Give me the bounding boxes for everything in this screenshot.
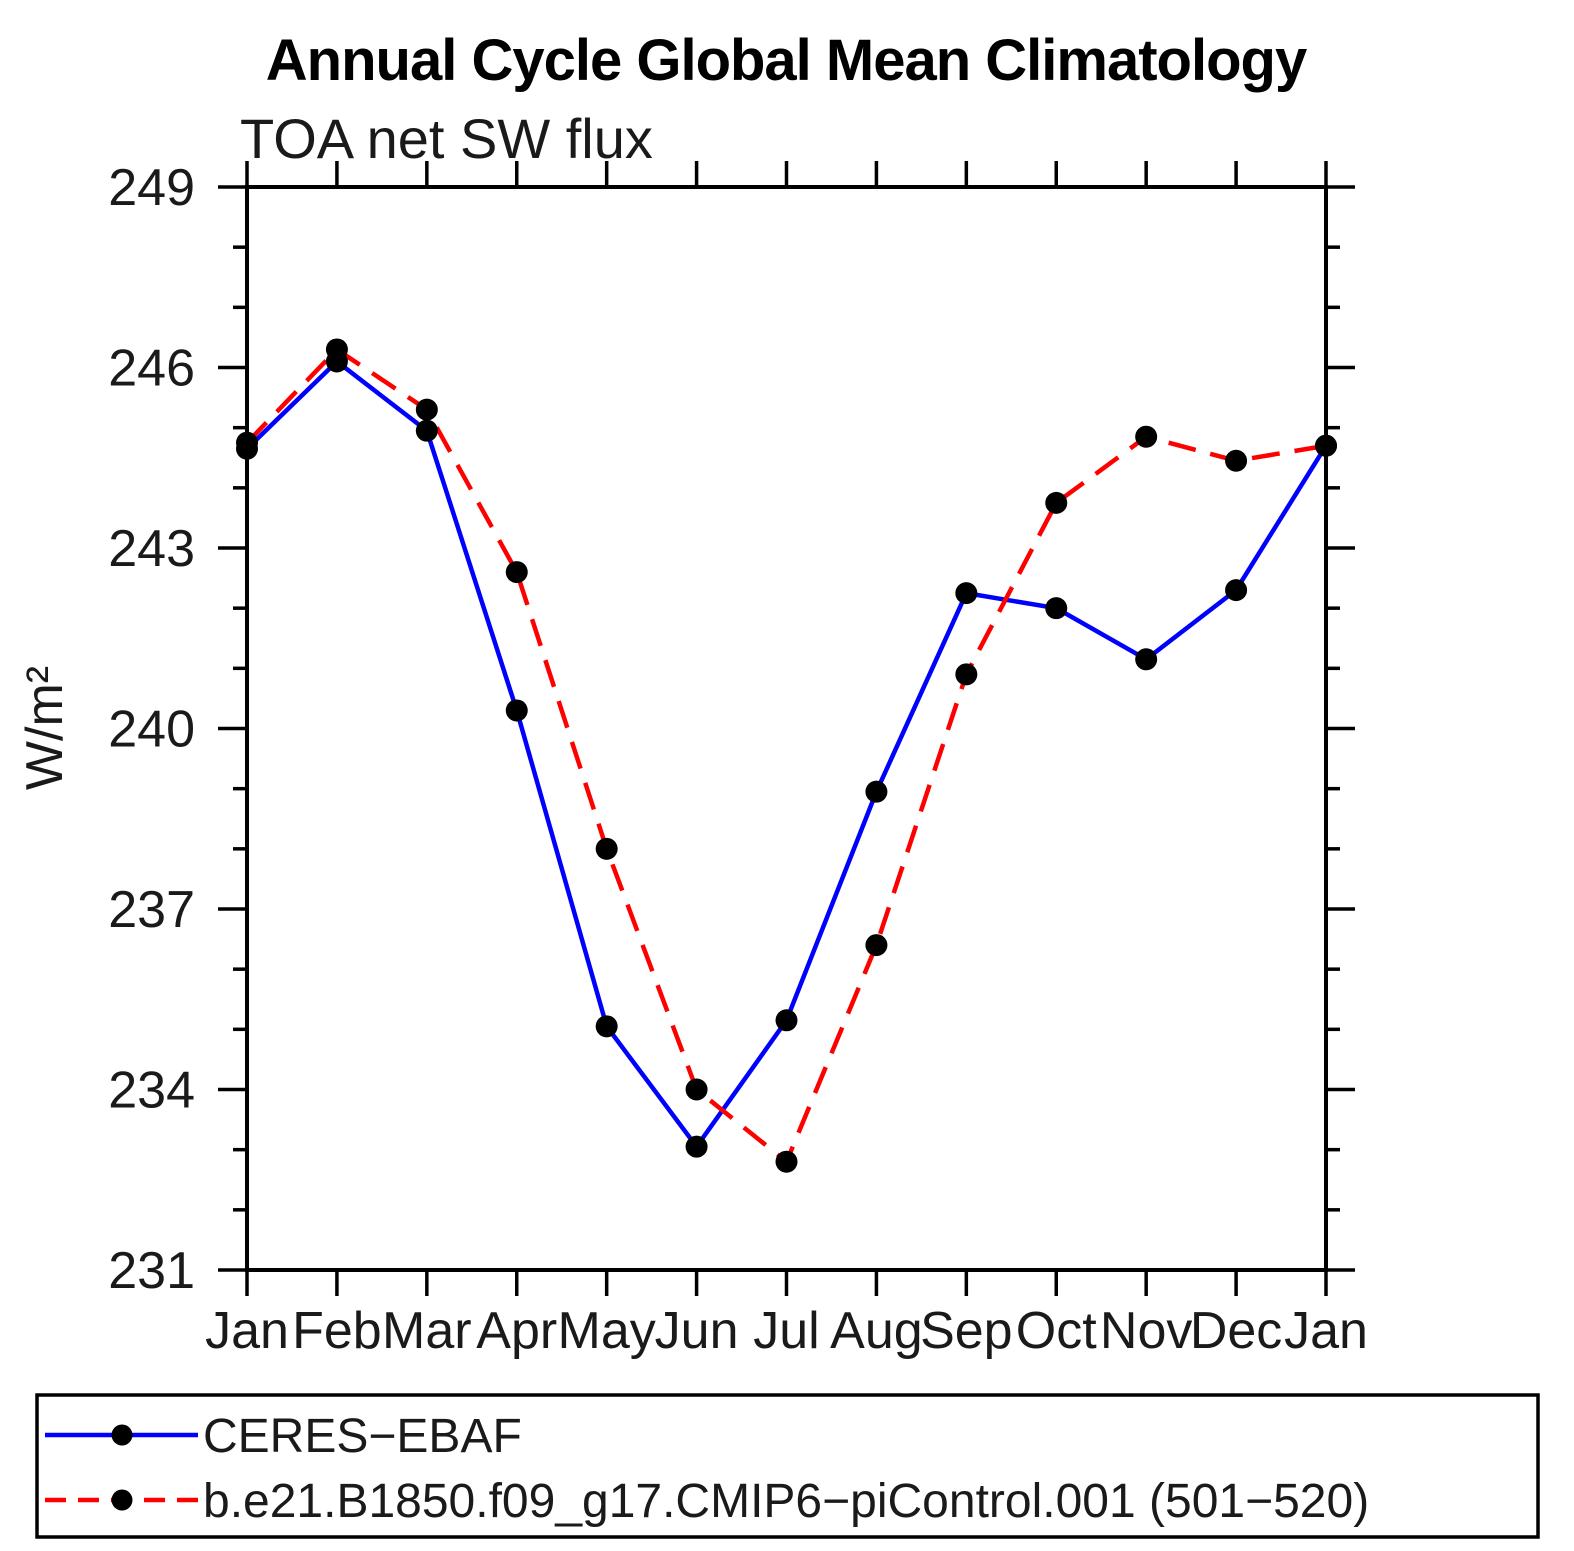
y-tick-labels: 231 234 237 240 243 246 249 <box>108 159 195 1300</box>
series-lines <box>245 346 1328 1166</box>
data-point <box>325 338 348 361</box>
x-tick-label: Jun <box>655 1302 739 1360</box>
y-tick-label: 249 <box>108 159 195 217</box>
y-axis-label: W/m² <box>16 666 74 790</box>
y-tick-label: 231 <box>108 1242 195 1300</box>
axes-frame <box>218 161 1355 1296</box>
x-tick-label: Jul <box>753 1302 819 1360</box>
x-tick-label: Dec <box>1190 1302 1282 1360</box>
x-tick-label: Sep <box>920 1302 1013 1360</box>
data-point <box>685 1078 708 1101</box>
plot-frame <box>245 185 1328 1272</box>
data-point <box>955 663 978 686</box>
series-line-1 <box>245 346 1327 1166</box>
data-point <box>505 699 528 722</box>
x-tick-label: Jan <box>205 1302 289 1360</box>
x-tick-label: May <box>558 1302 656 1360</box>
chart-title: Annual Cycle Global Mean Climatology <box>266 28 1307 93</box>
x-tick-label: Apr <box>476 1302 557 1360</box>
y-tick-label: 246 <box>108 340 195 398</box>
data-point <box>595 837 618 860</box>
data-point <box>1225 579 1248 602</box>
legend-sample-marker-1 <box>111 1489 133 1511</box>
data-point <box>236 431 258 454</box>
data-point <box>1135 648 1158 671</box>
legend-label-0: CERES−EBAF <box>203 1410 522 1463</box>
x-tick-label: Feb <box>292 1302 382 1360</box>
data-point <box>415 419 438 442</box>
legend-row-0: CERES−EBAF <box>45 1410 522 1463</box>
data-point <box>505 561 528 584</box>
data-point <box>1045 597 1068 620</box>
y-tick-label: 240 <box>108 701 195 759</box>
data-point <box>775 1150 798 1173</box>
data-point <box>1225 449 1248 472</box>
y-tick-label: 237 <box>108 881 195 939</box>
legend-label-1: b.e21.B1850.f09_g17.CMIP6−piControl.001 … <box>203 1475 1369 1528</box>
data-point <box>595 1015 618 1038</box>
legend-sample-marker-0 <box>111 1424 133 1446</box>
x-tick-label: Aug <box>830 1302 923 1360</box>
y-tick-label: 234 <box>108 1062 195 1120</box>
data-point <box>865 780 888 803</box>
x-tick-label: Mar <box>382 1302 472 1360</box>
data-point <box>1045 491 1068 514</box>
x-tick-label: Oct <box>1016 1302 1097 1360</box>
chart-subtitle: TOA net SW flux <box>240 107 653 170</box>
data-point <box>775 1009 798 1032</box>
data-point <box>955 582 978 605</box>
data-point <box>1315 434 1337 457</box>
legend-box <box>35 1393 1540 1539</box>
data-point <box>1135 425 1158 448</box>
data-point <box>685 1135 708 1158</box>
legend-row-1: b.e21.B1850.f09_g17.CMIP6−piControl.001 … <box>45 1475 1369 1528</box>
x-tick-label: Jan <box>1284 1302 1368 1360</box>
legend: CERES−EBAF b.e21.B1850.f09_g17.CMIP6−piC… <box>35 1393 1540 1539</box>
data-point <box>415 398 438 421</box>
series-markers <box>236 338 1337 1173</box>
data-point <box>865 934 888 957</box>
y-tick-label: 243 <box>108 520 195 578</box>
x-tick-label: Nov <box>1100 1302 1192 1360</box>
